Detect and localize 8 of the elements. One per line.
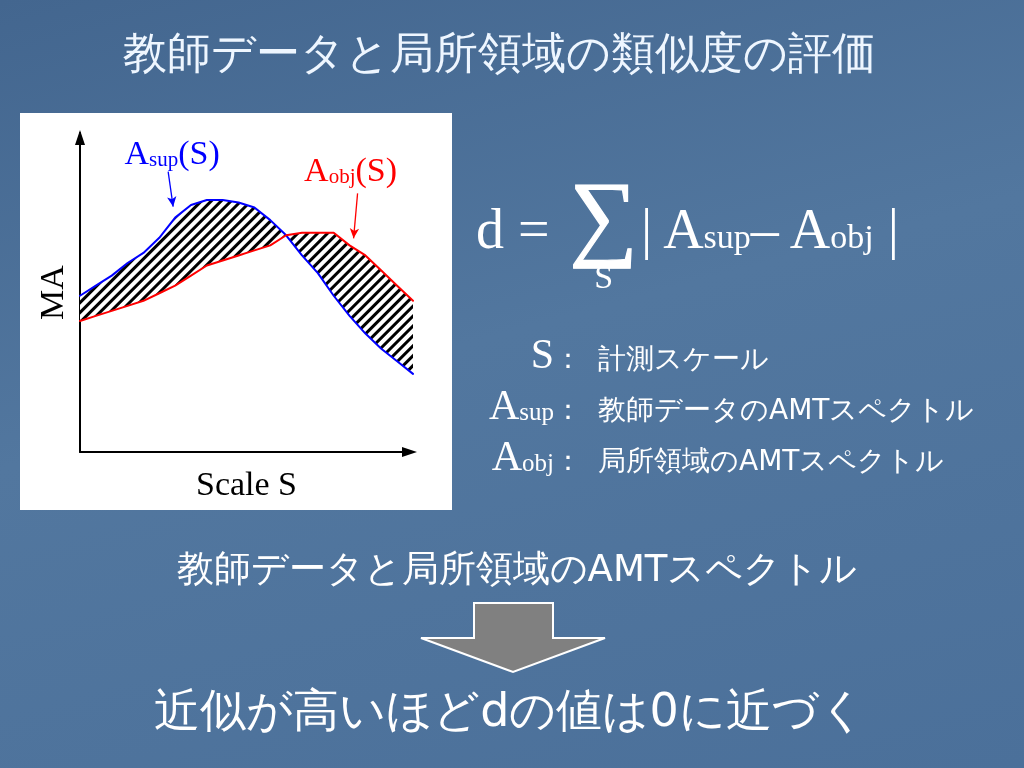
text: 近似が高いほどdの値は0に近づく [153,682,867,739]
chart-title: 教師データと局所領域の類似度の評価 [121,26,877,80]
series-label: Aobj(S) [304,150,398,189]
series-label: Asup(S) [124,134,220,173]
x-axis-title: Scale S [195,464,298,502]
text: S： 計測スケール [529,330,769,378]
text: 教師データと局所領域のAMTスペクトル [175,546,859,592]
y-axis-title: MA [32,264,70,320]
